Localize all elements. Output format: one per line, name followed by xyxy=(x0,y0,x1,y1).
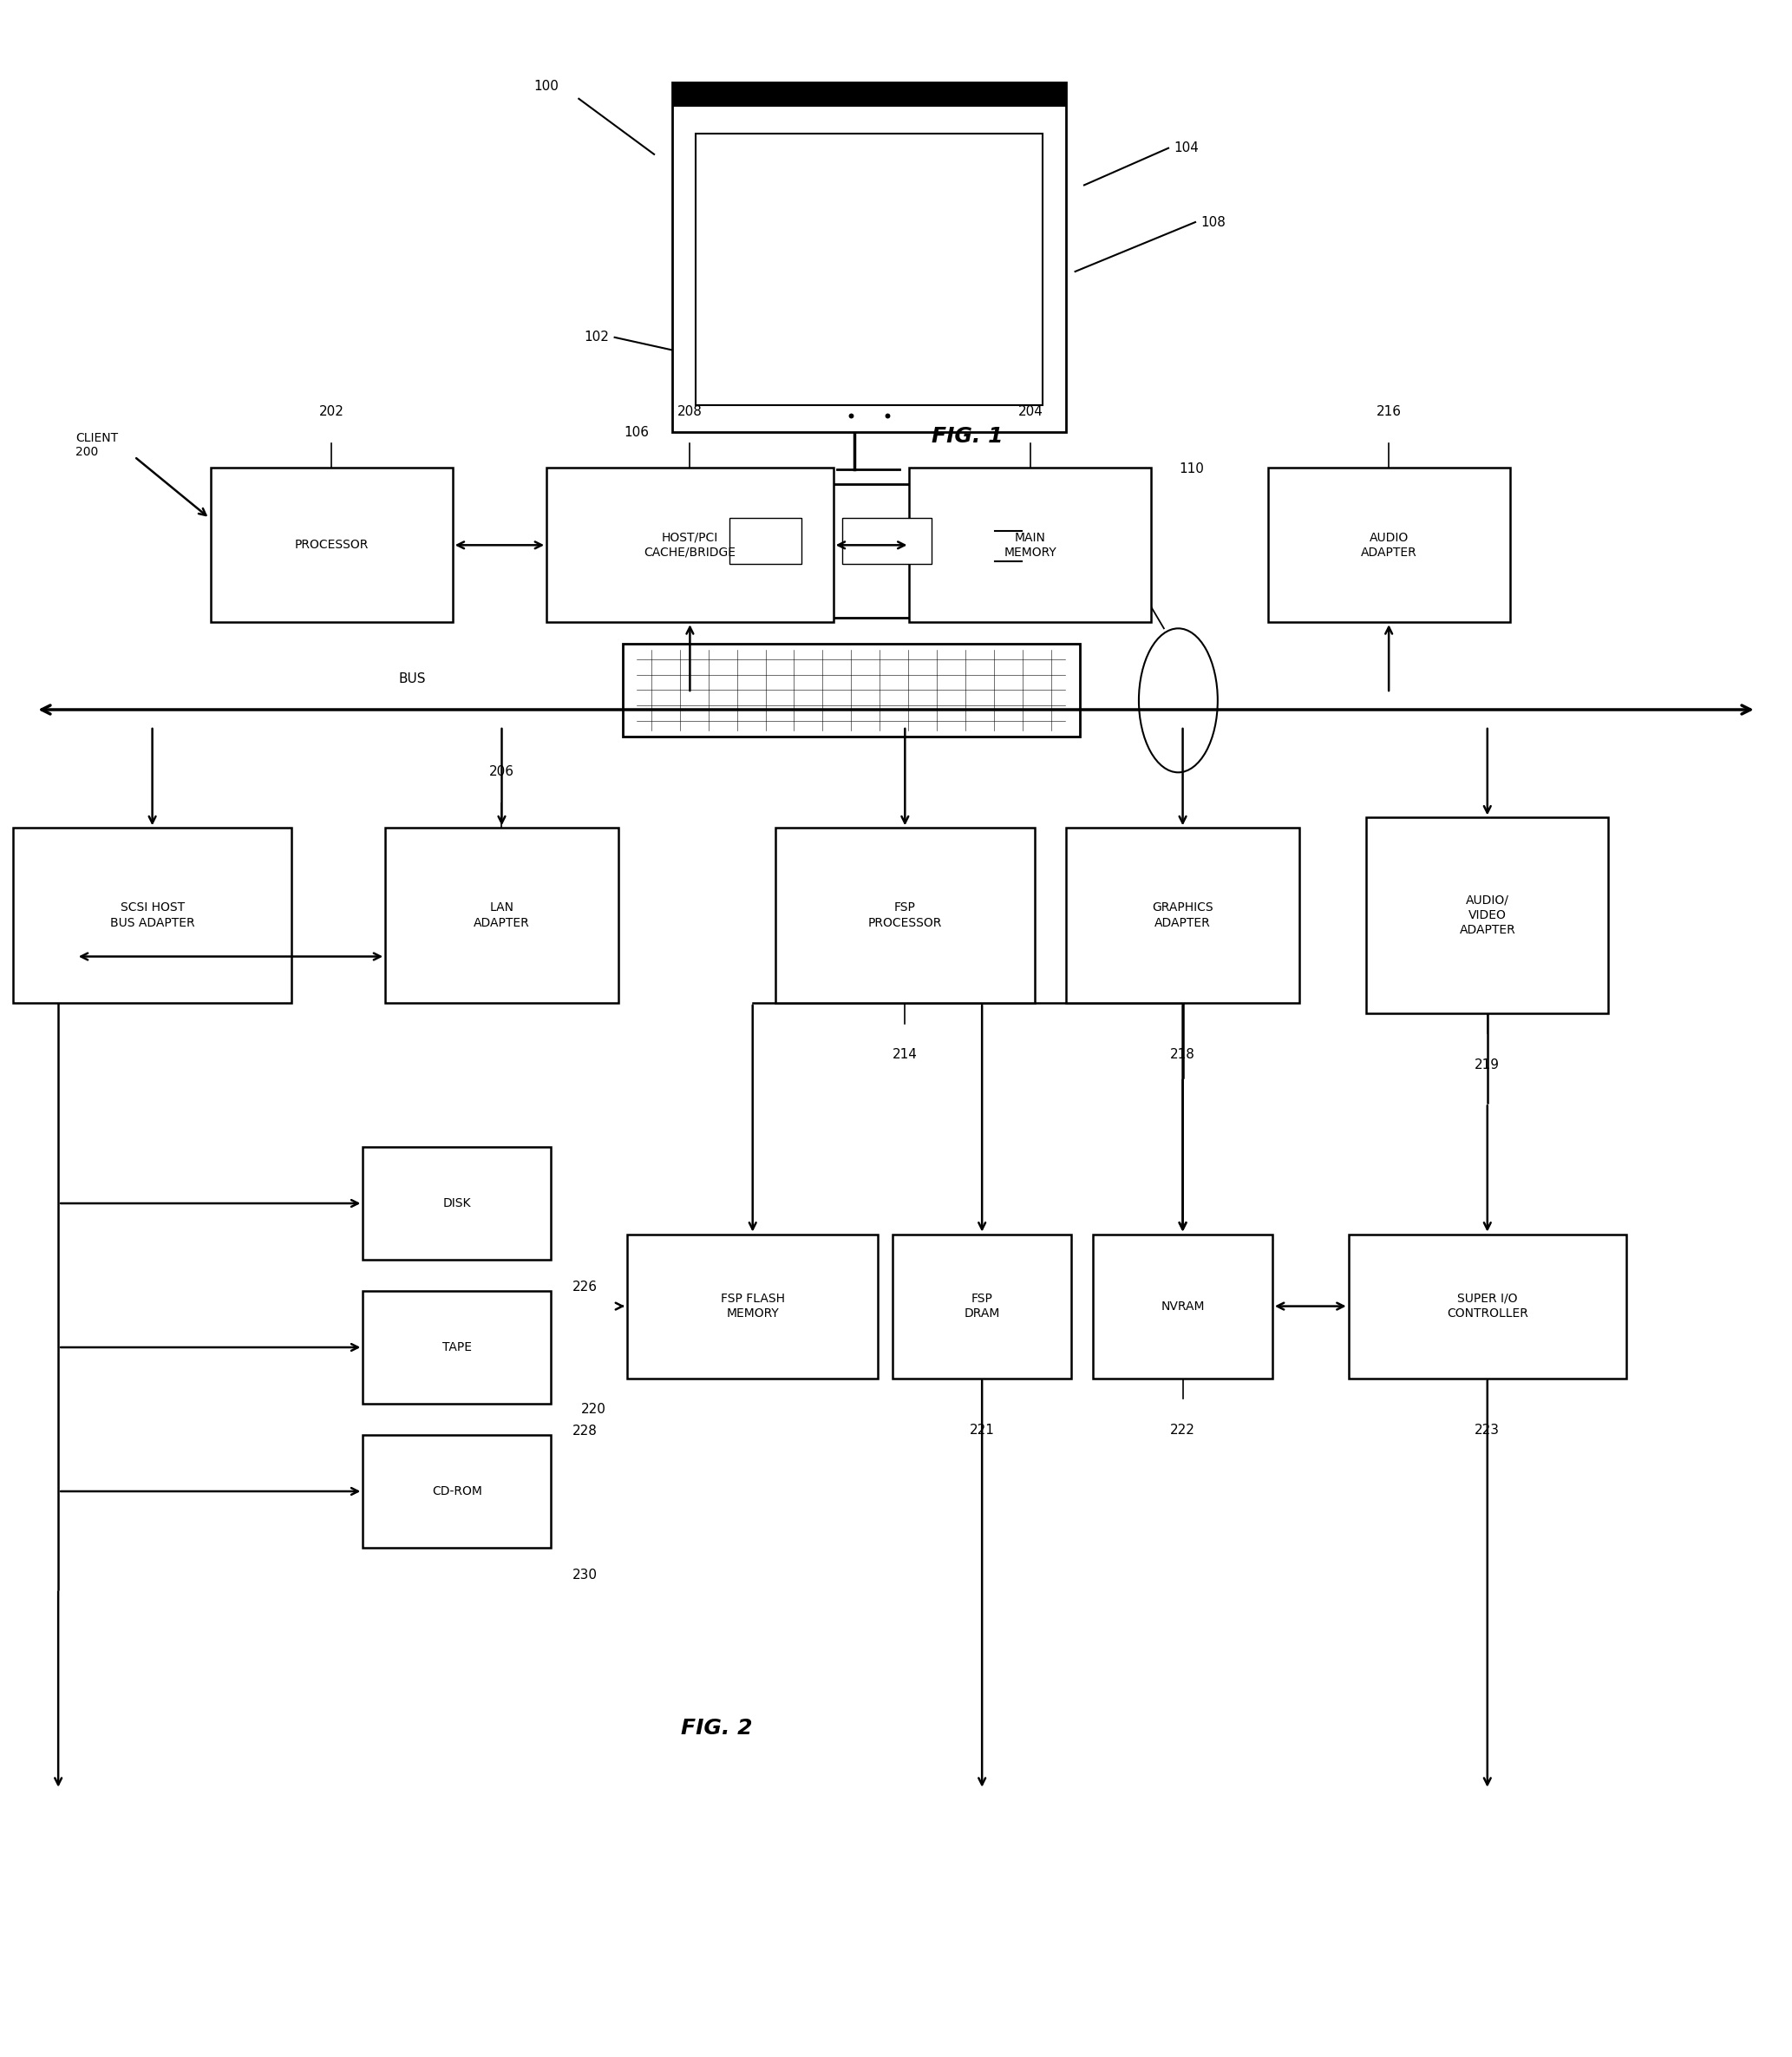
Text: 100: 100 xyxy=(534,80,559,93)
Text: DISK: DISK xyxy=(443,1197,471,1210)
Text: TAPE: TAPE xyxy=(443,1341,471,1354)
Bar xyxy=(362,1436,552,1547)
Bar xyxy=(672,82,1066,432)
Text: 222: 222 xyxy=(1170,1423,1195,1436)
Text: HOST/PCI
CACHE/BRIDGE: HOST/PCI CACHE/BRIDGE xyxy=(643,531,737,560)
Text: 223: 223 xyxy=(1475,1423,1500,1436)
Bar xyxy=(211,469,452,621)
Text: LAN
ADAPTER: LAN ADAPTER xyxy=(473,901,530,930)
Bar xyxy=(708,485,1048,617)
Bar xyxy=(1366,817,1609,1012)
Text: 228: 228 xyxy=(573,1426,597,1438)
Text: MAIN
MEMORY: MAIN MEMORY xyxy=(1004,531,1057,560)
Bar xyxy=(1066,829,1299,1004)
Bar xyxy=(695,134,1043,405)
Text: FIG. 1: FIG. 1 xyxy=(932,426,1004,446)
Text: 219: 219 xyxy=(1475,1057,1500,1072)
Text: GRAPHICS
ADAPTER: GRAPHICS ADAPTER xyxy=(1152,901,1213,930)
Text: NVRAM: NVRAM xyxy=(1161,1300,1204,1312)
Text: 208: 208 xyxy=(677,405,702,420)
Bar xyxy=(385,829,618,1004)
Text: 204: 204 xyxy=(1018,405,1043,420)
Bar xyxy=(1093,1234,1272,1378)
Text: 221: 221 xyxy=(969,1423,995,1436)
Text: SCSI HOST
BUS ADAPTER: SCSI HOST BUS ADAPTER xyxy=(109,901,195,930)
Text: 216: 216 xyxy=(1376,405,1401,420)
Bar xyxy=(842,518,932,564)
Text: 230: 230 xyxy=(573,1567,599,1582)
Text: 104: 104 xyxy=(1174,142,1199,154)
Text: AUDIO/
VIDEO
ADAPTER: AUDIO/ VIDEO ADAPTER xyxy=(1459,895,1516,936)
Text: FSP
DRAM: FSP DRAM xyxy=(964,1292,1000,1321)
Text: SUPER I/O
CONTROLLER: SUPER I/O CONTROLLER xyxy=(1446,1292,1529,1321)
Text: AUDIO
ADAPTER: AUDIO ADAPTER xyxy=(1360,531,1417,560)
Bar xyxy=(627,1234,878,1378)
Bar xyxy=(729,518,801,564)
Bar xyxy=(362,1148,552,1259)
Bar xyxy=(1269,469,1509,621)
Text: BUS: BUS xyxy=(398,673,426,685)
Text: FIG. 2: FIG. 2 xyxy=(681,1718,753,1738)
Bar xyxy=(1349,1234,1627,1378)
Text: 108: 108 xyxy=(1201,216,1226,228)
Text: 206: 206 xyxy=(489,765,514,778)
Text: 110: 110 xyxy=(1179,463,1204,475)
Text: 202: 202 xyxy=(319,405,344,420)
Text: CD-ROM: CD-ROM xyxy=(432,1485,482,1497)
Bar xyxy=(909,469,1150,621)
Text: 106: 106 xyxy=(624,426,649,438)
Text: FSP
PROCESSOR: FSP PROCESSOR xyxy=(867,901,943,930)
Ellipse shape xyxy=(1140,629,1219,773)
Text: 102: 102 xyxy=(584,331,609,344)
Text: PROCESSOR: PROCESSOR xyxy=(294,539,369,551)
Bar xyxy=(14,829,290,1004)
Text: 220: 220 xyxy=(581,1403,606,1415)
Bar xyxy=(624,644,1079,736)
Bar xyxy=(672,82,1066,107)
Bar xyxy=(362,1292,552,1405)
Bar xyxy=(892,1234,1072,1378)
Text: 218: 218 xyxy=(1170,1049,1195,1061)
Text: 226: 226 xyxy=(573,1279,599,1294)
Text: 214: 214 xyxy=(892,1049,918,1061)
Text: FSP FLASH
MEMORY: FSP FLASH MEMORY xyxy=(720,1292,785,1321)
Bar xyxy=(547,469,833,621)
Text: CLIENT
200: CLIENT 200 xyxy=(75,432,118,459)
Bar xyxy=(774,829,1036,1004)
